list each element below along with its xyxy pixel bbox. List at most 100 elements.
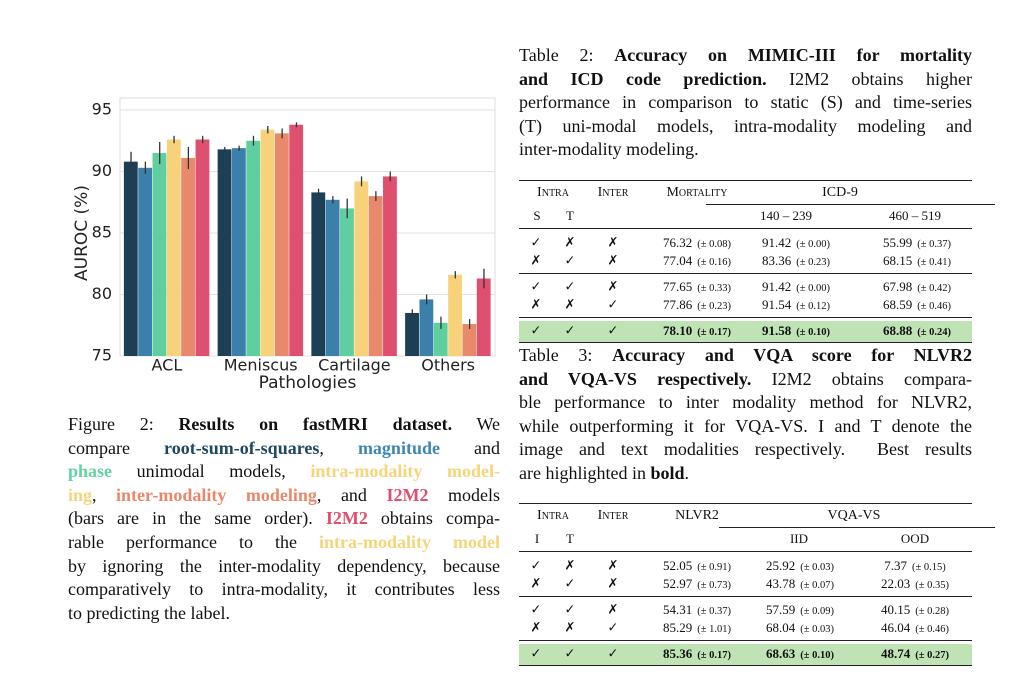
bar: [462, 324, 477, 356]
caption-line: rable performance to the intra-modality …: [68, 531, 500, 555]
caption-text: ble performance to inter modality method…: [519, 392, 972, 413]
check-mark: ✓: [564, 576, 576, 592]
result-value: 78.10: [662, 323, 693, 338]
table-rule: [519, 640, 972, 641]
caption-text: ,: [319, 437, 358, 458]
bar: [181, 157, 196, 356]
result-cell: 76.32 (± 0.08): [663, 235, 731, 251]
caption-line: Table 3: Accuracy and VQA score for NLVR…: [519, 344, 972, 368]
y-tick-label: 95: [92, 100, 112, 119]
result-std: (± 0.35): [915, 580, 950, 591]
bar: [289, 124, 304, 356]
result-value: 46.04: [880, 620, 911, 635]
result-std: (± 0.03): [800, 562, 835, 573]
bar: [152, 153, 167, 356]
result-value: 7.37: [884, 558, 907, 573]
caption-text: Figure 2:: [68, 414, 179, 434]
result-cell: 40.15 (± 0.28): [881, 602, 949, 618]
result-cell: 54.31 (± 0.37): [663, 602, 731, 618]
bar: [405, 312, 419, 356]
result-value: 91.54: [761, 297, 792, 312]
table-rule: [519, 180, 972, 182]
subcolumn-header: OOD: [900, 531, 930, 546]
table-rule: [519, 342, 972, 344]
check-mark: ✓: [530, 235, 542, 251]
table: Intra Inter Mortality ICD-9 S T 140 – 239 460 –…: [519, 180, 995, 345]
check-mark: ✓: [607, 297, 619, 313]
bar: [138, 167, 153, 356]
table-caption: Table 2: Accuracy on MIMIC-III for morta…: [519, 44, 972, 162]
bar: [217, 149, 232, 356]
check-mark: ✗: [564, 620, 576, 636]
header-rule: [706, 204, 995, 205]
caption-text: performance in comparison to static (S) …: [519, 92, 972, 113]
result-std: (± 0.16): [697, 257, 732, 268]
result-std: (± 0.24): [917, 327, 952, 338]
caption-text: obtains compa-: [367, 508, 500, 529]
result-value: 83.36: [761, 253, 792, 268]
check-mark: ✓: [530, 558, 542, 574]
caption-emphasis: phase: [68, 461, 113, 482]
caption-text: inter-modality modeling.: [519, 139, 699, 160]
result-cell: 57.59 (± 0.09): [766, 602, 834, 618]
caption-line: Figure 2: Results on fastMRI dataset. We: [68, 413, 500, 437]
result-cell: 91.54 (± 0.12): [762, 297, 830, 313]
caption-text: .: [684, 462, 690, 483]
result-cell: 77.04 (± 0.16): [663, 253, 731, 269]
check-mark: ✓: [564, 279, 576, 295]
result-std: (± 0.46): [915, 624, 950, 635]
check-mark: ✓: [607, 620, 619, 636]
check-mark: ✗: [607, 576, 619, 592]
table-rule: [519, 273, 972, 274]
check-mark: ✗: [530, 253, 542, 269]
column-header: NLVR2: [675, 508, 719, 523]
caption-emphasis: bold: [650, 462, 685, 483]
bar: [325, 199, 340, 356]
subcolumn-header: 460 – 519: [889, 208, 941, 223]
result-cell: 52.05 (± 0.91): [663, 558, 731, 574]
result-value: 77.86: [662, 297, 693, 312]
subcolumn-header: 140 – 239: [760, 208, 812, 223]
check-mark: ✓: [530, 279, 542, 295]
result-cell: 68.15 (± 0.41): [883, 253, 951, 269]
caption-text: models: [428, 484, 500, 505]
result-value: 48.74: [880, 646, 911, 661]
bar: [274, 133, 289, 356]
bar: [476, 278, 491, 356]
result-value: 52.05: [662, 558, 693, 573]
caption-text: unimodal models,: [112, 461, 311, 482]
table-rule: [519, 317, 972, 318]
result-cell: 68.88 (± 0.24): [883, 323, 951, 339]
caption-line: and VQA-VS respectively. I2M2 obtains co…: [519, 368, 972, 392]
result-std: (± 0.17): [697, 650, 732, 661]
result-cell: 46.04 (± 0.46): [881, 620, 949, 636]
check-mark: ✗: [607, 602, 619, 618]
check-mark: ✗: [564, 297, 576, 313]
caption-emphasis: inter-modality modeling: [116, 484, 317, 505]
caption-line: (bars are in the same order). I2M2 obtai…: [68, 507, 500, 531]
caption-text: (T) uni-modal models, intra-modality mod…: [519, 115, 972, 136]
result-value: 52.97: [662, 576, 693, 591]
result-std: (± 0.28): [915, 606, 950, 617]
check-mark: ✗: [607, 253, 619, 269]
result-std: (± 0.07): [800, 580, 835, 591]
result-value: 77.04: [662, 253, 693, 268]
table-caption: Table 3: Accuracy and VQA score for NLVR…: [519, 344, 972, 486]
column-header: Inter: [597, 508, 629, 523]
caption-line: compare root-sum-of-squares, magnitude a…: [68, 437, 500, 461]
result-cell: 48.74 (± 0.27): [881, 646, 949, 662]
result-std: (± 0.37): [917, 239, 952, 250]
result-std: (± 0.23): [796, 257, 831, 268]
result-std: (± 0.09): [800, 606, 835, 617]
caption-line: by ignoring the inter-modality dependenc…: [68, 555, 500, 579]
caption-text: rable performance to the: [68, 531, 319, 552]
caption-text: Table 3:: [519, 345, 613, 365]
x-tick-label: ACL: [152, 356, 183, 375]
result-cell: 68.59 (± 0.46): [883, 297, 951, 313]
x-tick-label: Meniscus: [224, 356, 298, 375]
result-value: 91.42: [761, 279, 792, 294]
table: Intra Inter NLVR2 VQA-VS I T IID OOD ✓ ✗ ✗ 52.05 (± …: [519, 503, 995, 668]
result-std: (± 0.46): [917, 301, 952, 312]
caption-line: ing, inter-modality modeling, and I2M2 m…: [68, 484, 500, 508]
